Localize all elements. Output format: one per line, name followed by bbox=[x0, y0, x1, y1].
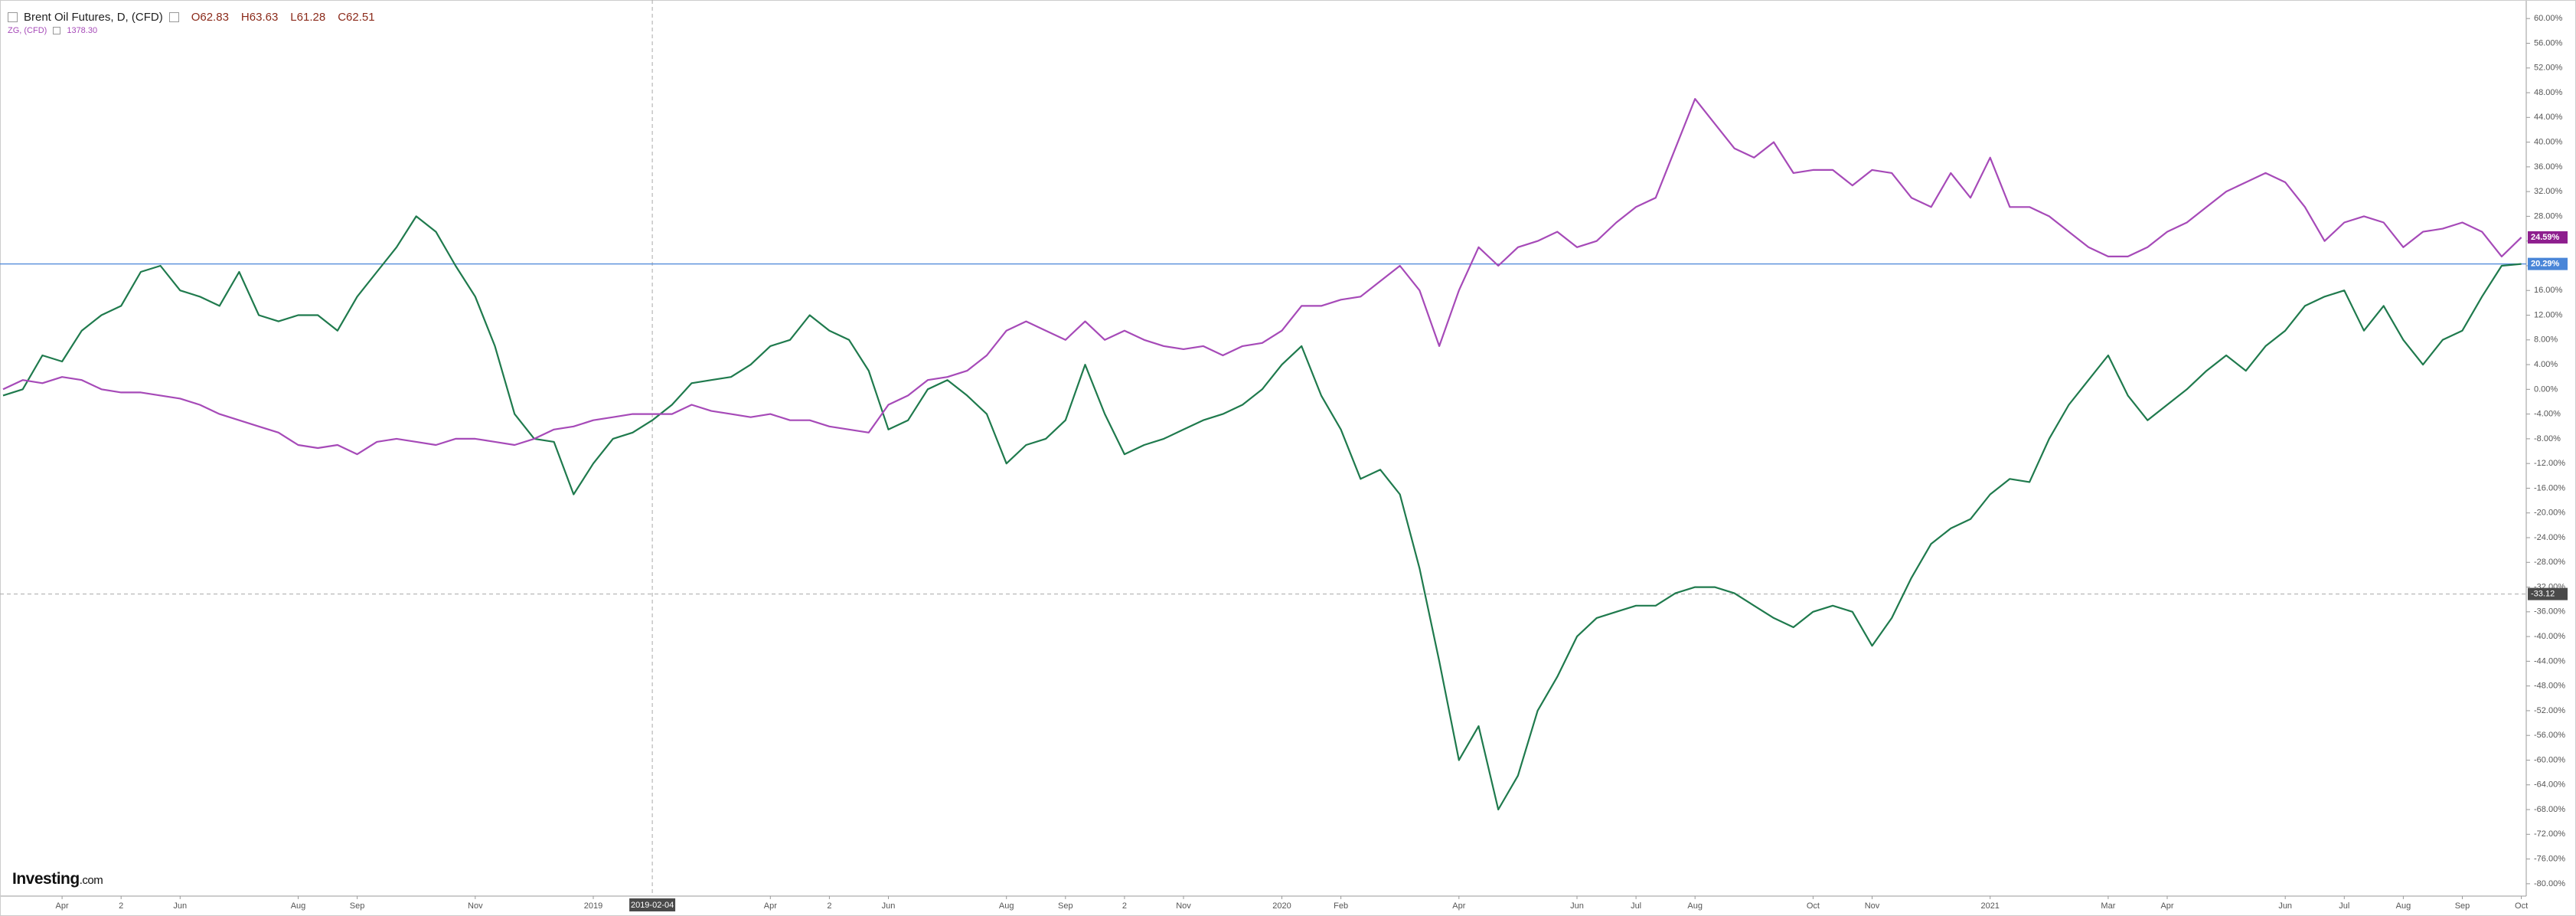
header-main: Brent Oil Futures, D, (CFD) O62.83 H63.6… bbox=[8, 9, 375, 25]
y-tick-label: -56.00% bbox=[2534, 731, 2565, 740]
y-tick-label: -12.00% bbox=[2534, 459, 2565, 468]
x-tick-label: Apr bbox=[56, 901, 69, 911]
y-tick-label: 36.00% bbox=[2534, 162, 2563, 172]
y-tick-label: -44.00% bbox=[2534, 656, 2565, 666]
y-tick-label: -68.00% bbox=[2534, 805, 2565, 814]
y-tick-label: 4.00% bbox=[2534, 360, 2558, 369]
y-tick-label: 48.00% bbox=[2534, 88, 2563, 97]
y-tick-label: 56.00% bbox=[2534, 38, 2563, 47]
x-tick-label: Jun bbox=[173, 901, 187, 911]
last-value-label: 24.59% bbox=[2531, 233, 2560, 242]
x-tick-label: Oct bbox=[2515, 901, 2528, 911]
y-tick-label: -72.00% bbox=[2534, 829, 2565, 839]
x-tick-label: 2 bbox=[1122, 901, 1127, 911]
x-tick-label: Nov bbox=[468, 901, 483, 911]
last-value-badge bbox=[2528, 231, 2568, 244]
y-tick-label: -24.00% bbox=[2534, 533, 2565, 542]
x-tick-label: Sep bbox=[2455, 901, 2470, 911]
y-tick-label: -64.00% bbox=[2534, 780, 2565, 790]
x-tick-label: 2 bbox=[119, 901, 123, 911]
crosshair-x-badge bbox=[629, 898, 676, 911]
crosshair-x-label: 2019-02-04 bbox=[631, 901, 674, 910]
y-tick-label: -4.00% bbox=[2534, 410, 2561, 419]
high: H63.63 bbox=[240, 10, 279, 24]
y-tick-label: 40.00% bbox=[2534, 137, 2563, 146]
symbol: Brent Oil Futures, D, (CFD) bbox=[24, 10, 163, 24]
x-tick-label: Oct bbox=[1807, 901, 1820, 911]
y-tick-label: -20.00% bbox=[2534, 509, 2565, 518]
x-tick-label: 2021 bbox=[1980, 901, 1999, 911]
y-tick-label: -40.00% bbox=[2534, 632, 2565, 641]
last-value-badge bbox=[2528, 257, 2568, 270]
x-tick-label: 2 bbox=[827, 901, 831, 911]
x-tick-label: Aug bbox=[999, 901, 1014, 911]
series-line bbox=[2, 215, 2522, 811]
settings-icon[interactable] bbox=[168, 11, 179, 22]
y-tick-label: 52.00% bbox=[2534, 64, 2563, 73]
x-tick-label: Sep bbox=[1058, 901, 1073, 911]
compare-symbol: ZG, (CFD) bbox=[8, 26, 47, 35]
y-tick-label: 44.00% bbox=[2534, 113, 2563, 122]
close: C62.51 bbox=[338, 10, 375, 24]
chart-header: Brent Oil Futures, D, (CFD) O62.83 H63.6… bbox=[8, 9, 375, 37]
x-tick-label: Sep bbox=[350, 901, 365, 911]
y-tick-label: -8.00% bbox=[2534, 434, 2561, 443]
x-tick-label: Mar bbox=[2101, 901, 2115, 911]
x-tick-label: Nov bbox=[1176, 901, 1191, 911]
header-compare: ZG, (CFD) 1378.30 bbox=[8, 25, 375, 37]
logo-suffix: .com bbox=[79, 874, 103, 887]
y-tick-label: 60.00% bbox=[2534, 14, 2563, 23]
collapse-icon[interactable] bbox=[8, 11, 18, 22]
x-tick-label: Jul bbox=[2339, 901, 2349, 911]
y-tick-label: -52.00% bbox=[2534, 706, 2565, 715]
x-tick-label: Jun bbox=[1570, 901, 1584, 911]
y-tick-label: -60.00% bbox=[2534, 755, 2565, 764]
x-tick-label: Nov bbox=[1865, 901, 1880, 911]
y-tick-label: 32.00% bbox=[2534, 187, 2563, 196]
x-tick-label: Jun bbox=[2278, 901, 2292, 911]
compare-icon[interactable] bbox=[53, 27, 61, 34]
x-tick-label: Feb bbox=[1334, 901, 1348, 911]
crosshair-y-label: -33.12 bbox=[2531, 589, 2555, 598]
y-tick-label: 28.00% bbox=[2534, 211, 2563, 221]
x-tick-label: Apr bbox=[2160, 901, 2173, 911]
series-line bbox=[2, 98, 2522, 456]
low: L61.28 bbox=[290, 10, 326, 24]
y-tick-label: -28.00% bbox=[2534, 558, 2565, 567]
x-tick-label: Aug bbox=[2396, 901, 2411, 911]
y-tick-label: 16.00% bbox=[2534, 286, 2563, 295]
x-tick-label: Aug bbox=[1687, 901, 1703, 911]
x-tick-label: Aug bbox=[291, 901, 306, 911]
crosshair-y-badge bbox=[2528, 587, 2568, 600]
y-tick-label: -36.00% bbox=[2534, 607, 2565, 617]
last-value-label: 20.29% bbox=[2531, 260, 2560, 269]
x-tick-label: 2020 bbox=[1272, 901, 1291, 911]
x-tick-label: Apr bbox=[764, 901, 777, 911]
y-tick-label: -80.00% bbox=[2534, 879, 2565, 888]
x-tick-label: Jul bbox=[1631, 901, 1641, 911]
logo-main: Investing bbox=[12, 870, 80, 888]
compare-price: 1378.30 bbox=[67, 26, 98, 35]
y-tick-label: 0.00% bbox=[2534, 384, 2558, 394]
x-tick-label: 2019 bbox=[584, 901, 602, 911]
y-tick-label: -16.00% bbox=[2534, 483, 2565, 492]
logo: Investing.com bbox=[12, 870, 103, 888]
open: O62.83 bbox=[191, 10, 229, 24]
y-tick-label: 8.00% bbox=[2534, 335, 2558, 345]
x-tick-label: Jun bbox=[882, 901, 896, 911]
x-tick-label: Apr bbox=[1452, 901, 1465, 911]
y-tick-label: 12.00% bbox=[2534, 310, 2563, 319]
y-tick-label: -48.00% bbox=[2534, 682, 2565, 691]
y-tick-label: -76.00% bbox=[2534, 854, 2565, 863]
